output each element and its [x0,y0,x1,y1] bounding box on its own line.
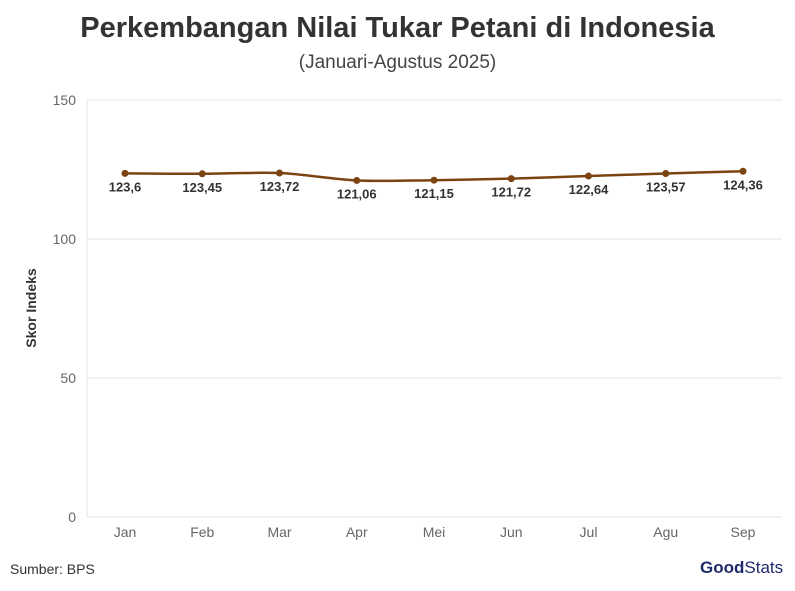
data-point [507,175,515,183]
data-point [198,170,206,178]
x-tick-label: Apr [346,524,368,540]
y-axis-label: Skor Indeks [23,268,39,348]
x-tick-label: Mei [423,524,446,540]
data-label: 124,36 [723,177,763,192]
data-point [353,176,361,184]
data-label: 123,72 [260,179,300,194]
data-label: 123,6 [109,179,142,194]
data-point [739,167,747,175]
data-label: 121,06 [337,186,377,201]
x-tick-label: Agu [653,524,678,540]
x-tick-label: Feb [190,524,214,540]
data-point [430,176,438,184]
data-point [585,172,592,180]
y-tick-label: 50 [60,370,76,386]
data-label: 123,45 [182,180,222,195]
data-label: 122,64 [569,182,610,197]
chart-title: Perkembangan Nilai Tukar Petani di Indon… [80,12,715,44]
x-tick-label: Mar [267,524,291,540]
goodstats-logo: GoodStats [700,558,783,578]
source-note: Sumber: BPS [10,561,95,577]
logo-part-stats: Stats [744,558,784,577]
x-tick-label: Jan [114,524,137,540]
data-label: 121,72 [491,185,531,200]
logo-part-good: Good [700,558,745,577]
y-tick-label: 100 [53,231,77,247]
data-point [121,169,129,177]
data-label: 123,57 [646,179,686,194]
y-tick-label: 150 [53,92,77,108]
data-point [662,169,670,177]
x-tick-label: Jul [580,524,598,540]
data-label: 121,15 [414,186,454,201]
x-tick-label: Sep [731,524,756,540]
data-point [276,169,283,177]
y-tick-label: 0 [68,509,76,525]
chart-subtitle: (Januari-Agustus 2025) [298,52,497,73]
x-tick-label: Jun [500,524,523,540]
